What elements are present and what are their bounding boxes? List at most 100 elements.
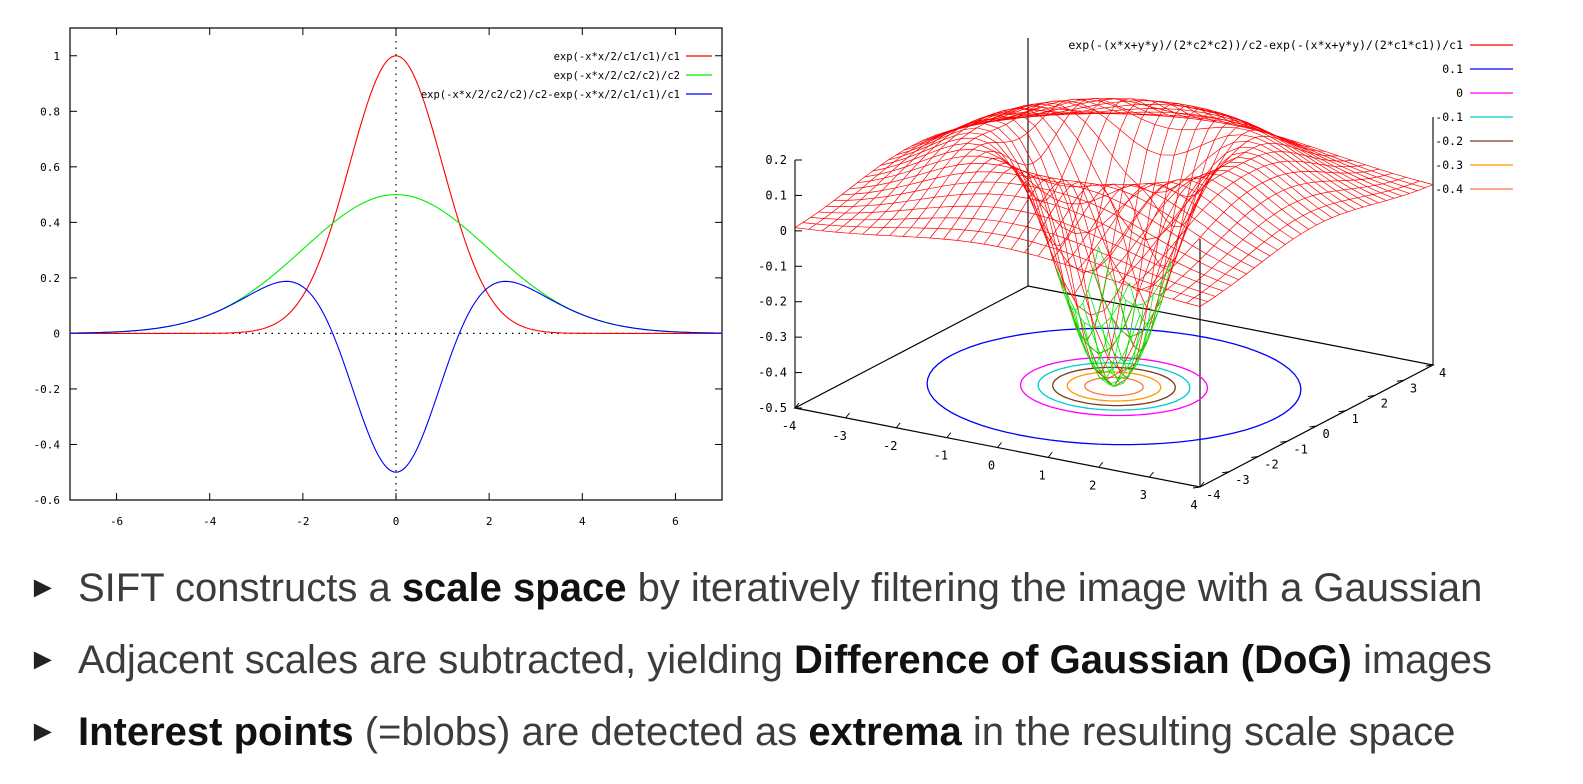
legend-label: exp(-x*x/2/c2/c2)/c2-exp(-x*x/2/c1/c1)/c… [421, 89, 680, 101]
y-tick-label: -0.6 [34, 494, 61, 507]
mesh-line [1051, 119, 1285, 268]
mesh-line [1132, 160, 1366, 288]
y-tick [1192, 486, 1201, 489]
legend-label: -0.2 [1435, 134, 1463, 148]
mesh-line-negative [1056, 246, 1099, 311]
y-tick [1425, 364, 1434, 367]
mesh-line [1020, 108, 1426, 189]
y-tick-label: -0.2 [34, 383, 61, 396]
bullet-text: by iteratively filtering the image with … [626, 566, 1483, 610]
bullet-text: images [1351, 638, 1492, 682]
y-tick-label: 0.4 [40, 216, 60, 229]
x-tick [895, 422, 901, 429]
z-tick-label: 0.2 [765, 153, 787, 167]
z-tick-label: -0.4 [758, 366, 787, 380]
mesh-line [1172, 176, 1407, 300]
mesh-line [1012, 111, 1418, 192]
y-tick [1251, 456, 1259, 458]
mesh-line-negative [1065, 269, 1108, 340]
y-tick [1367, 395, 1375, 397]
z-tick-label: -0.3 [758, 330, 787, 344]
mesh-line-negative [1110, 294, 1154, 372]
x-tick-label: 4 [579, 515, 586, 528]
mesh-line [1186, 180, 1420, 304]
mesh-line [808, 106, 1042, 230]
y-tick [1396, 379, 1404, 382]
bullet-text: SIFT constructs a [78, 566, 402, 610]
y-tick-label: 2 [1381, 397, 1388, 411]
y-tick-label: -2 [1264, 458, 1278, 472]
mesh-line [943, 98, 1177, 247]
y-tick-label: -3 [1235, 473, 1249, 487]
legend-label: -0.3 [1435, 158, 1463, 172]
surface-mesh [794, 97, 1434, 388]
y-tick-label: -0.4 [34, 438, 61, 451]
legend-label: -0.4 [1435, 182, 1463, 196]
legend-label: 0 [1456, 86, 1463, 100]
contour-rings [926, 327, 1302, 446]
legend-label: 0.1 [1442, 62, 1463, 76]
bullet-text: (=blobs) are detected as [353, 710, 809, 754]
y-tick-label: -1 [1293, 442, 1307, 456]
bullet-item: ► SIFT constructs a scale space by iterat… [28, 552, 1492, 624]
x-tick-label: -4 [782, 419, 796, 433]
mesh-line [970, 101, 1204, 341]
x-tick-label: 0 [988, 459, 995, 473]
x-tick-label: 1 [1039, 468, 1046, 482]
3d-axes [793, 38, 1435, 488]
x-tick-label: -2 [883, 439, 897, 453]
mesh-line-negative [1083, 300, 1127, 381]
x-tick-label: -1 [934, 449, 948, 463]
mesh-line [1064, 124, 1299, 265]
x-tick [997, 442, 1002, 448]
bullet-list: ► SIFT constructs a scale space by iterat… [28, 552, 1492, 768]
x-tick-label: -4 [203, 515, 217, 528]
z-tick-label: 0 [780, 224, 787, 238]
mesh-line [983, 103, 1218, 374]
x-tick-label: 3 [1140, 488, 1147, 502]
x-tick [1199, 481, 1205, 488]
x-tick [1148, 471, 1154, 478]
contour-ring [1052, 366, 1176, 407]
bullet-text: in the resulting scale space [961, 710, 1456, 754]
bullet-item: ► Adjacent scales are subtracted, yieldin… [28, 624, 1492, 696]
bullet-bold: Difference of Gaussian (DoG) [793, 638, 1352, 682]
x-tick-label: -3 [832, 429, 846, 443]
x-tick-label: -6 [110, 515, 123, 528]
x-tick [794, 402, 800, 409]
mesh-line-negative [1092, 305, 1136, 387]
mesh-line [929, 97, 1164, 239]
dog-surface-chart: 0.2 0.1 0 -0.1 -0.2 -0.3 -0.4 -0.5 -4 -3 -2 -1 0 1 2 3 4… [758, 38, 1513, 512]
bullet-bold: extrema [808, 710, 962, 754]
legend-label: exp(-x*x/2/c2/c2)/c2 [554, 70, 680, 82]
mesh-line-negative [1120, 279, 1163, 351]
y-tick-label: 3 [1410, 381, 1417, 395]
mesh-line [1091, 135, 1326, 274]
contour-ring [1084, 376, 1144, 397]
mesh-line-negative [1074, 287, 1118, 365]
series-line [69, 280, 723, 473]
z-tick-label: -0.5 [758, 401, 787, 415]
y-tick [1280, 440, 1288, 443]
series-lines [69, 55, 723, 473]
mesh-line [848, 110, 1083, 234]
y-tick-label: 0.6 [40, 161, 60, 174]
mesh-line [794, 227, 1201, 307]
series-line [70, 55, 722, 334]
z-tick-label: -0.2 [758, 295, 787, 309]
x-tick-label: 4 [1190, 498, 1197, 512]
zero-axes [70, 28, 722, 500]
mesh-line [1078, 129, 1312, 270]
y-tick-label: 4 [1439, 366, 1446, 380]
contour-ring [1037, 362, 1191, 411]
bullet-marker: ► [28, 643, 58, 676]
legend-label: exp(-(x*x+y*y)/(2*c2*c2))/c2-exp(-(x*x+y… [1068, 38, 1463, 52]
y-tick-label: 0.8 [40, 105, 60, 118]
mesh-line [1105, 142, 1339, 279]
axis-ticks: -6 -4 -2 0 2 4 6 -0.6 -0.4 -0.2 0 0.2 0.4 0.6 0.8 1 [34, 28, 722, 528]
series-line [69, 194, 723, 334]
x-tick [1098, 461, 1104, 468]
z-tick-label: 0.1 [765, 188, 787, 202]
contour-ring [1019, 356, 1209, 417]
x-tick [845, 412, 851, 419]
